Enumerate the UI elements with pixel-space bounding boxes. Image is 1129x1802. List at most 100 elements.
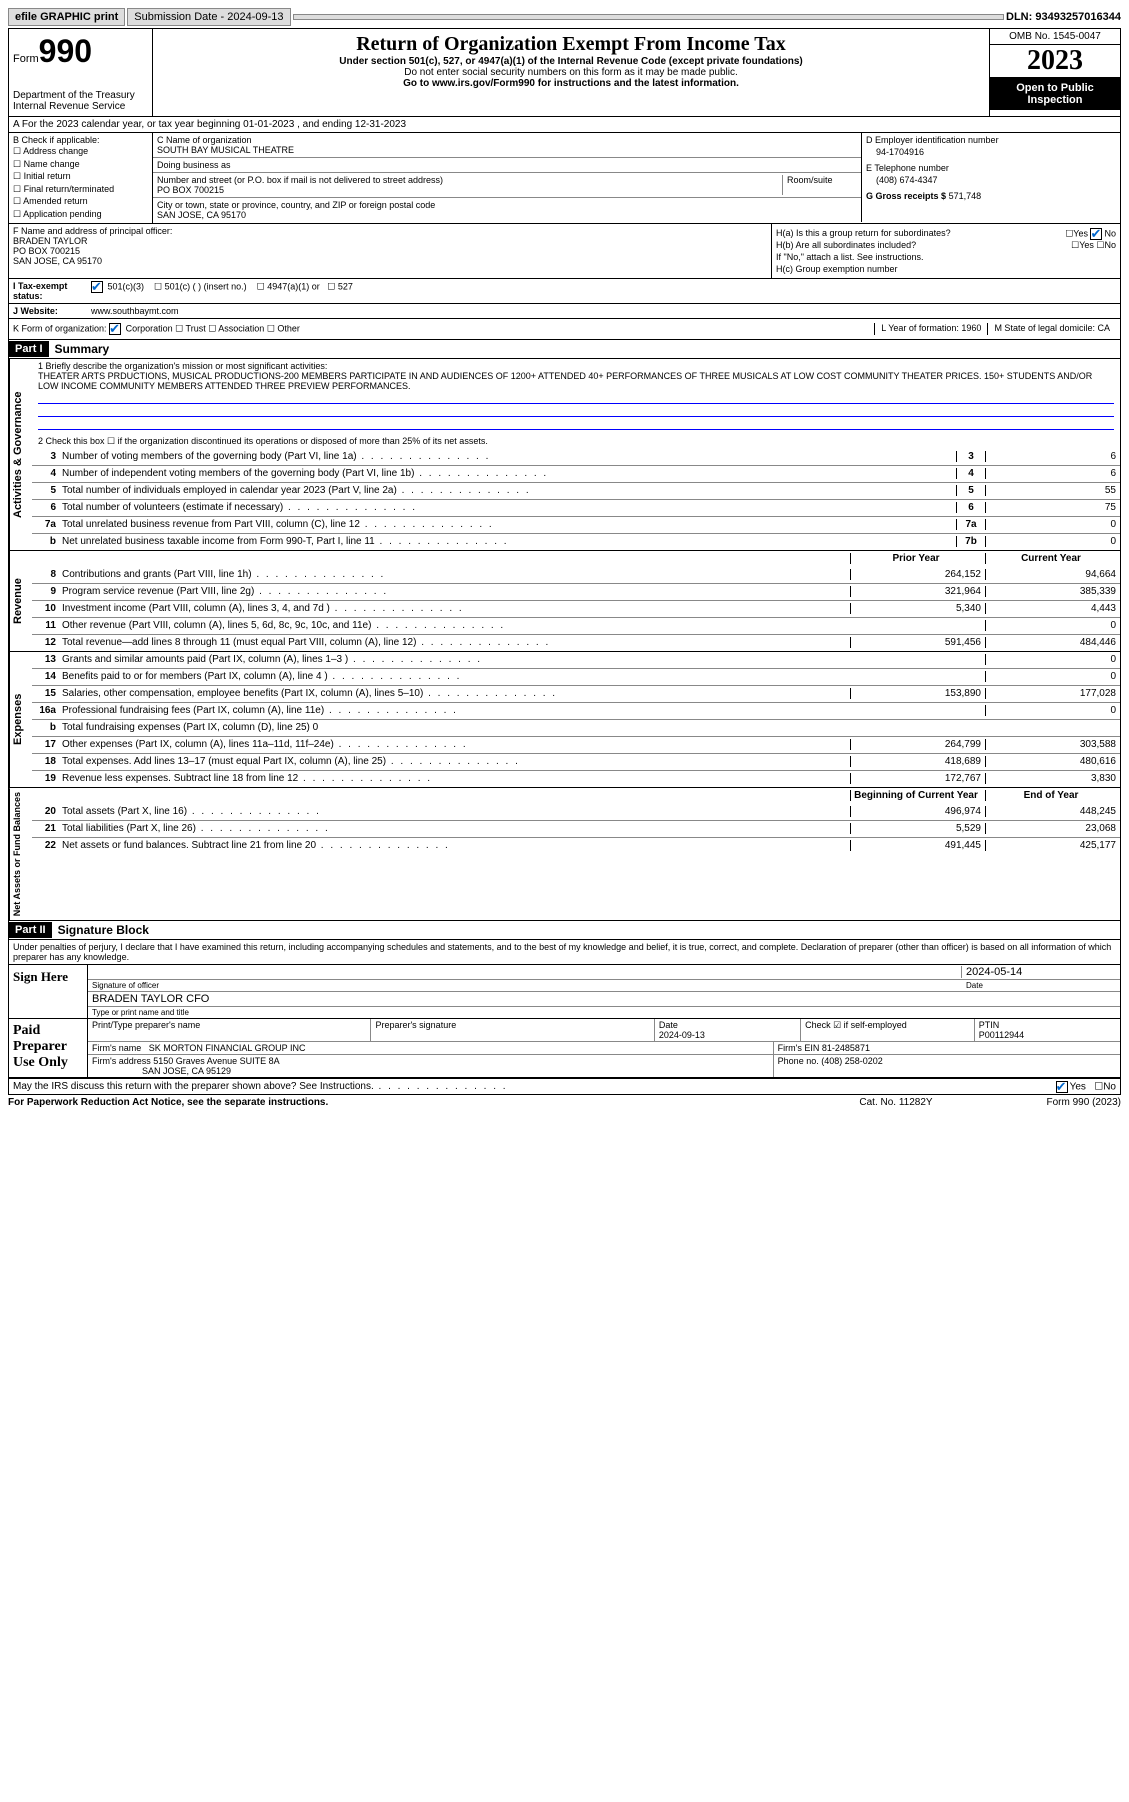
cb-address-change[interactable]: ☐ Address change bbox=[13, 145, 148, 158]
officer-addr1: PO BOX 700215 bbox=[13, 246, 767, 256]
cb-initial-return[interactable]: ☐ Initial return bbox=[13, 170, 148, 183]
city-label: City or town, state or province, country… bbox=[157, 200, 857, 210]
cat-no: Cat. No. 11282Y bbox=[821, 1097, 971, 1108]
gov-line: bNet unrelated business taxable income f… bbox=[32, 533, 1120, 550]
org-name-label: C Name of organization bbox=[157, 135, 857, 145]
part-1-header: Part I Summary bbox=[9, 340, 1120, 359]
col-h-group: H(a) Is this a group return for subordin… bbox=[772, 224, 1120, 278]
discuss-text: May the IRS discuss this return with the… bbox=[13, 1081, 508, 1092]
section-f-h: F Name and address of principal officer:… bbox=[9, 224, 1120, 279]
part-2-title: Signature Block bbox=[52, 921, 155, 939]
q1-text: THEATER ARTS PRDUCTIONS, MUSICAL PRODUCT… bbox=[38, 371, 1114, 391]
top-toolbar: efile GRAPHIC print Submission Date - 20… bbox=[8, 8, 1121, 26]
submission-date: Submission Date - 2024-09-13 bbox=[127, 8, 290, 26]
sign-here-label: Sign Here bbox=[9, 965, 88, 1018]
ha-label: H(a) Is this a group return for subordin… bbox=[776, 228, 951, 238]
cb-final-return[interactable]: ☐ Final return/terminated bbox=[13, 183, 148, 196]
firm-name-label: Firm's name bbox=[92, 1043, 141, 1053]
side-net-assets: Net Assets or Fund Balances bbox=[9, 788, 32, 920]
data-line: 20Total assets (Part X, line 16)496,9744… bbox=[32, 804, 1120, 820]
row-j-website: J Website: www.southbaymt.com bbox=[9, 304, 1120, 319]
cb-501c3[interactable] bbox=[91, 281, 103, 293]
perjury-declaration: Under penalties of perjury, I declare th… bbox=[9, 940, 1120, 965]
prep-sig-hdr: Preparer's signature bbox=[371, 1019, 654, 1041]
gross-value: 571,748 bbox=[949, 191, 982, 201]
data-line: 13Grants and similar amounts paid (Part … bbox=[32, 652, 1120, 668]
firm-name: SK MORTON FINANCIAL GROUP INC bbox=[149, 1043, 306, 1053]
part-1-title: Summary bbox=[49, 340, 116, 358]
col-d-e-g: D Employer identification number 94-1704… bbox=[861, 133, 1120, 222]
state-domicile: M State of legal domicile: CA bbox=[987, 323, 1116, 335]
form-org-label: K Form of organization: bbox=[13, 323, 107, 333]
data-line: 12Total revenue—add lines 8 through 11 (… bbox=[32, 634, 1120, 651]
row-i-tax-status: I Tax-exempt status: 501(c)(3) ☐ 501(c) … bbox=[9, 279, 1120, 304]
current-year-hdr: Current Year bbox=[985, 553, 1120, 564]
website-label: J Website: bbox=[9, 304, 87, 318]
col-f-officer: F Name and address of principal officer:… bbox=[9, 224, 772, 278]
part-2-badge: Part II bbox=[9, 922, 52, 938]
col-b-title: B Check if applicable: bbox=[13, 135, 148, 145]
sign-here-row: Sign Here 2024-05-14 Signature of office… bbox=[9, 965, 1120, 1019]
cb-application-pending[interactable]: ☐ Application pending bbox=[13, 208, 148, 221]
firm-addr1: 5150 Graves Avenue SUITE 8A bbox=[153, 1056, 279, 1066]
phone-value: (408) 674-4347 bbox=[876, 175, 1116, 185]
tax-status-label: I Tax-exempt status: bbox=[9, 279, 87, 303]
cb-amended-return[interactable]: ☐ Amended return bbox=[13, 195, 148, 208]
sig-label: Signature of officer bbox=[92, 981, 962, 990]
header-right: OMB No. 1545-0047 2023 Open to Public In… bbox=[989, 29, 1120, 116]
gov-line: 3Number of voting members of the governi… bbox=[32, 449, 1120, 465]
hc-label: H(c) Group exemption number bbox=[776, 264, 1116, 274]
side-expenses: Expenses bbox=[9, 652, 32, 787]
data-line: 8Contributions and grants (Part VIII, li… bbox=[32, 567, 1120, 583]
officer-addr2: SAN JOSE, CA 95170 bbox=[13, 256, 767, 266]
dln: DLN: 93493257016344 bbox=[1006, 11, 1121, 23]
year-formation: L Year of formation: 1960 bbox=[874, 323, 987, 335]
data-line: 22Net assets or fund balances. Subtract … bbox=[32, 837, 1120, 854]
paid-preparer-label: Paid Preparer Use Only bbox=[9, 1019, 88, 1077]
subtitle-2: Do not enter social security numbers on … bbox=[157, 67, 985, 78]
net-assets-section: Net Assets or Fund Balances Beginning of… bbox=[9, 788, 1120, 921]
data-line: 14Benefits paid to or for members (Part … bbox=[32, 668, 1120, 685]
part-2-header: Part II Signature Block bbox=[9, 921, 1120, 940]
cb-discuss-yes[interactable] bbox=[1056, 1081, 1068, 1093]
cb-corporation[interactable] bbox=[109, 323, 121, 335]
paperwork-notice: For Paperwork Reduction Act Notice, see … bbox=[8, 1097, 821, 1108]
data-line: 17Other expenses (Part IX, column (A), l… bbox=[32, 736, 1120, 753]
irs-label: Internal Revenue Service bbox=[13, 101, 148, 112]
data-line: 16aProfessional fundraising fees (Part I… bbox=[32, 702, 1120, 719]
part-1-badge: Part I bbox=[9, 341, 49, 357]
website-value: www.southbaymt.com bbox=[87, 304, 183, 318]
beg-year-hdr: Beginning of Current Year bbox=[850, 790, 985, 801]
dept-treasury: Department of the Treasury bbox=[13, 90, 148, 101]
dba-label: Doing business as bbox=[157, 160, 857, 170]
omb-number: OMB No. 1545-0047 bbox=[990, 29, 1120, 45]
side-governance: Activities & Governance bbox=[9, 359, 32, 550]
date-label: Date bbox=[962, 981, 1116, 990]
tax-year: 2023 bbox=[990, 45, 1120, 78]
form-title: Return of Organization Exempt From Incom… bbox=[157, 33, 985, 56]
data-line: 21Total liabilities (Part X, line 26)5,5… bbox=[32, 820, 1120, 837]
end-year-hdr: End of Year bbox=[985, 790, 1120, 801]
ein-value: 94-1704916 bbox=[876, 147, 1116, 157]
row-a-tax-year: A For the 2023 calendar year, or tax yea… bbox=[9, 117, 1120, 133]
cb-name-change[interactable]: ☐ Name change bbox=[13, 158, 148, 171]
rev-header: Prior Year Current Year bbox=[32, 551, 1120, 567]
governance-section: Activities & Governance 1 Briefly descri… bbox=[9, 359, 1120, 551]
data-line: 11Other revenue (Part VIII, column (A), … bbox=[32, 617, 1120, 634]
footer: For Paperwork Reduction Act Notice, see … bbox=[8, 1095, 1121, 1110]
efile-button[interactable]: efile GRAPHIC print bbox=[8, 8, 125, 26]
q2-text: 2 Check this box ☐ if the organization d… bbox=[38, 436, 1114, 447]
form-header: Form990 Department of the Treasury Inter… bbox=[9, 29, 1120, 117]
data-line: 15Salaries, other compensation, employee… bbox=[32, 685, 1120, 702]
sign-date: 2024-05-14 bbox=[961, 966, 1116, 978]
subtitle-3: Go to www.irs.gov/Form990 for instructio… bbox=[157, 78, 985, 89]
gross-label: G Gross receipts $ bbox=[866, 191, 946, 201]
firm-phone-label: Phone no. bbox=[778, 1056, 819, 1066]
officer-name: BRADEN TAYLOR bbox=[13, 236, 767, 246]
gov-line: 4Number of independent voting members of… bbox=[32, 465, 1120, 482]
col-c-org-info: C Name of organization SOUTH BAY MUSICAL… bbox=[153, 133, 1120, 223]
org-name: SOUTH BAY MUSICAL THEATRE bbox=[157, 145, 857, 155]
gov-line: 7aTotal unrelated business revenue from … bbox=[32, 516, 1120, 533]
data-line: 10Investment income (Part VIII, column (… bbox=[32, 600, 1120, 617]
addr-value: PO BOX 700215 bbox=[157, 185, 782, 195]
